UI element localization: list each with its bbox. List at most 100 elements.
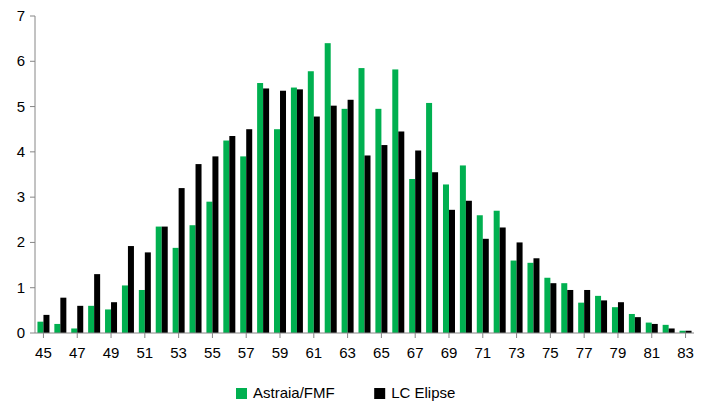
bar — [460, 165, 466, 333]
bar — [527, 263, 533, 333]
legend-label: LC Elipse — [391, 384, 455, 401]
x-tick — [144, 333, 145, 338]
bar — [381, 145, 387, 333]
bar — [325, 43, 331, 333]
x-tick — [516, 333, 517, 338]
legend-swatch — [374, 388, 385, 399]
x-tick — [617, 333, 618, 338]
y-tick-label: 0 — [17, 324, 25, 341]
bar — [494, 211, 500, 333]
bar — [517, 242, 523, 333]
bar — [173, 248, 179, 333]
bar — [212, 156, 218, 333]
x-tick — [313, 333, 314, 338]
x-axis — [35, 333, 694, 334]
chart-container: 0123456745474951535557596163656769717375… — [0, 0, 702, 413]
bar — [584, 290, 590, 333]
y-tick — [30, 106, 35, 107]
bar — [196, 164, 202, 333]
y-tick — [30, 287, 35, 288]
y-tick-label: 6 — [17, 52, 25, 69]
x-tick-label: 69 — [441, 344, 458, 361]
bar — [145, 252, 151, 333]
bar — [190, 225, 196, 333]
bar — [308, 71, 314, 333]
y-tick — [30, 16, 35, 17]
x-tick-label: 47 — [69, 344, 86, 361]
bar — [348, 100, 354, 333]
bar — [612, 307, 618, 333]
bar — [240, 156, 246, 333]
bar — [94, 274, 100, 333]
x-tick-label: 49 — [103, 344, 120, 361]
bar — [550, 283, 556, 333]
x-tick — [584, 333, 585, 338]
x-tick — [550, 333, 551, 338]
bar — [415, 150, 421, 333]
x-tick-label: 81 — [643, 344, 660, 361]
bar — [635, 317, 641, 333]
bar — [409, 179, 415, 333]
x-tick-label: 61 — [305, 344, 322, 361]
chart-svg: 0123456745474951535557596163656769717375… — [0, 0, 702, 413]
y-tick — [30, 333, 35, 334]
bar — [449, 210, 455, 333]
bar — [477, 215, 483, 333]
bar — [669, 328, 675, 333]
bar — [392, 69, 398, 333]
bar — [483, 239, 489, 333]
bar — [111, 302, 117, 333]
bar — [359, 68, 365, 333]
x-tick-label: 51 — [136, 344, 153, 361]
x-tick-label: 75 — [542, 344, 559, 361]
x-tick-label: 73 — [508, 344, 525, 361]
bar — [426, 103, 432, 333]
bar — [342, 109, 348, 333]
bar — [229, 136, 235, 333]
x-tick-label: 55 — [204, 344, 221, 361]
bar — [443, 184, 449, 333]
bar — [398, 131, 404, 333]
bar — [629, 314, 635, 333]
x-tick-label: 79 — [610, 344, 627, 361]
x-tick-label: 83 — [677, 344, 694, 361]
y-tick — [30, 151, 35, 152]
bar — [206, 202, 212, 333]
y-tick-label: 1 — [17, 279, 25, 296]
bar — [71, 328, 77, 333]
x-tick — [482, 333, 483, 338]
bar — [375, 109, 381, 333]
x-tick-label: 45 — [35, 344, 52, 361]
x-tick-label: 57 — [238, 344, 255, 361]
bar — [105, 309, 111, 333]
y-tick — [30, 61, 35, 62]
bar — [139, 290, 145, 333]
x-tick — [212, 333, 213, 338]
bar — [652, 324, 658, 333]
bar — [331, 106, 337, 333]
bar — [77, 306, 83, 333]
x-tick-label: 71 — [474, 344, 491, 361]
bar — [561, 283, 567, 333]
y-tick — [30, 197, 35, 198]
bar — [263, 88, 269, 333]
x-tick-label: 67 — [407, 344, 424, 361]
bar — [567, 290, 573, 333]
bar — [432, 172, 438, 333]
bar — [314, 117, 320, 333]
y-tick-label: 4 — [17, 143, 25, 160]
bars — [37, 43, 691, 333]
bar — [274, 129, 280, 333]
bar — [223, 141, 229, 333]
legend: Astraia/FMFLC Elipse — [236, 384, 455, 401]
bar — [156, 227, 162, 333]
x-tick-label: 77 — [576, 344, 593, 361]
bar — [54, 324, 60, 333]
y-tick — [30, 242, 35, 243]
bar — [179, 188, 185, 333]
x-tick — [77, 333, 78, 338]
y-tick-label: 7 — [17, 7, 25, 24]
bar — [122, 285, 128, 333]
y-tick-label: 3 — [17, 188, 25, 205]
bar — [246, 129, 252, 333]
